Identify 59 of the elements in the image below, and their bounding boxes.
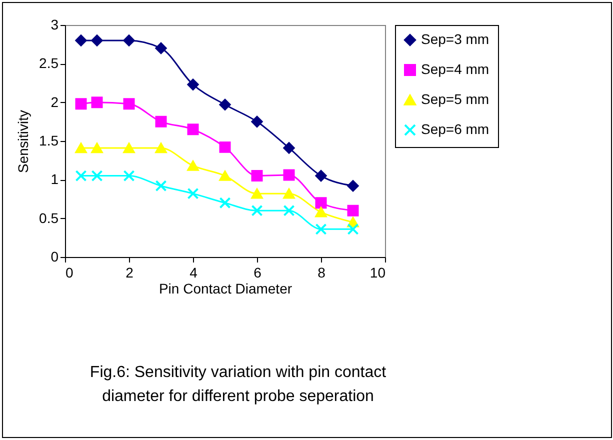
x-tick-label: 6 — [254, 264, 262, 280]
y-tick-label: 2.5 — [39, 55, 59, 72]
point — [219, 98, 231, 110]
caption: Fig.6: Sensitivity variation with pin contact diameter for different probe seperation — [88, 363, 388, 407]
point — [75, 142, 87, 154]
point — [155, 116, 167, 128]
y-tick-label: 1 — [50, 171, 59, 188]
point — [75, 170, 87, 182]
point — [251, 116, 263, 128]
point — [315, 223, 327, 235]
point — [283, 204, 295, 216]
point — [123, 142, 135, 154]
y-tick-label: 1.5 — [39, 132, 59, 148]
point — [75, 98, 87, 110]
legend-label: Sep=4 mm — [421, 61, 490, 77]
x-tick-label: 8 — [318, 264, 326, 280]
point — [123, 98, 135, 110]
point — [347, 204, 359, 216]
point — [283, 142, 295, 154]
x-tick-label: 10 — [370, 264, 386, 280]
y-tick-label: 0 — [50, 248, 59, 264]
point — [251, 170, 263, 182]
point — [91, 96, 103, 108]
x-tick-label: 2 — [126, 264, 134, 280]
point — [347, 180, 359, 192]
y-axis-title: Sensitivity — [15, 110, 32, 174]
point — [315, 197, 327, 209]
point — [155, 180, 167, 192]
point — [315, 170, 327, 182]
y-tick-label: 2 — [50, 94, 59, 110]
point — [187, 188, 199, 200]
point — [283, 188, 295, 199]
x-tick-label: 4 — [190, 264, 198, 280]
point — [251, 204, 263, 216]
point — [219, 141, 231, 153]
point — [219, 170, 231, 181]
point — [219, 197, 231, 209]
y-tick-label: 3 — [50, 16, 59, 32]
legend-label: Sep=6 mm — [421, 121, 490, 137]
point — [75, 34, 87, 46]
point — [187, 160, 199, 171]
point — [91, 170, 103, 182]
x-axis-title: Pin Contact Diameter — [158, 280, 292, 296]
point — [155, 142, 167, 154]
point — [283, 169, 295, 181]
point — [347, 223, 359, 235]
y-tick-label: 0.5 — [39, 210, 59, 226]
point — [123, 170, 135, 182]
point — [123, 34, 135, 46]
point — [187, 124, 199, 136]
legend-label: Sep=5 mm — [421, 91, 490, 107]
point — [91, 142, 103, 154]
point — [187, 78, 199, 90]
legend-label: Sep=3 mm — [421, 31, 490, 47]
x-tick-label: 0 — [66, 264, 74, 280]
point — [155, 42, 167, 54]
point — [251, 188, 263, 199]
point — [315, 207, 327, 218]
point — [91, 34, 103, 46]
